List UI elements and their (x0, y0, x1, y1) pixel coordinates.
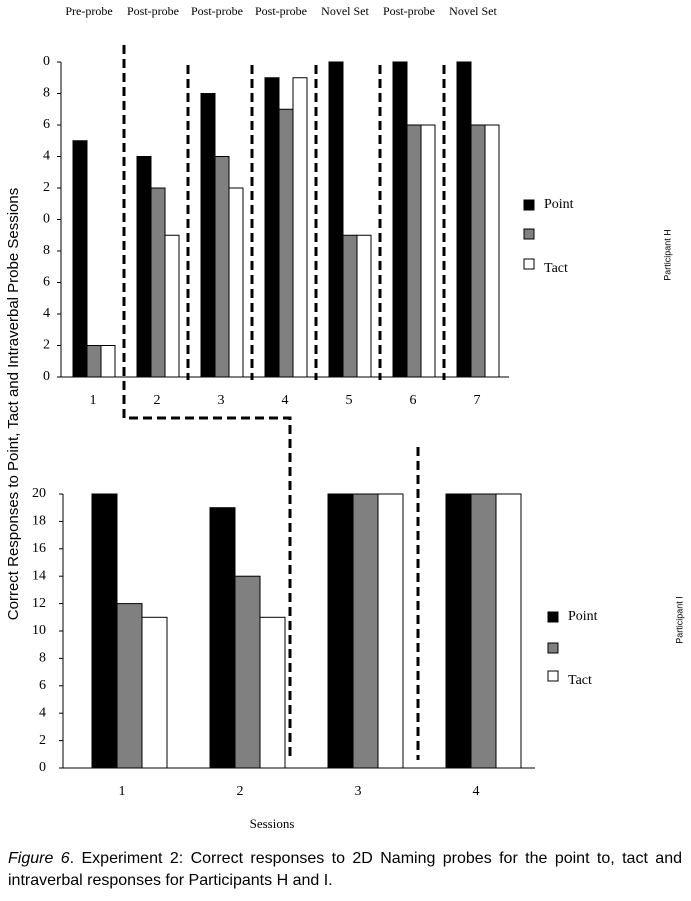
phase-label: Novel Set (449, 4, 497, 18)
x-tick-label: 7 (474, 393, 481, 408)
y-tick-label: 0 (43, 369, 50, 384)
x-tick-label: 2 (154, 393, 161, 408)
legend-label: Point (568, 609, 598, 624)
y-tick-label: 20 (32, 486, 46, 501)
bar (327, 493, 354, 769)
y-tick-label: 12 (32, 596, 46, 611)
y-tick-label: 16 (32, 541, 46, 556)
bar (470, 124, 486, 378)
y-tick-label: 6 (43, 275, 50, 290)
bar (141, 616, 168, 769)
phase-label: Post-probe (255, 4, 307, 18)
phase-label: Post-probe (127, 4, 179, 18)
y-tick-label: 0 (43, 212, 50, 227)
phase-label: Post-probe (383, 4, 435, 18)
y-tick-label: 2 (43, 180, 50, 195)
participant-label: Participant H (662, 229, 672, 281)
y-tick-label: 10 (32, 623, 46, 638)
bar (292, 77, 308, 378)
legend-swatch (523, 258, 535, 270)
x-tick-label: 5 (346, 393, 353, 408)
bar (264, 77, 280, 378)
bar (209, 507, 236, 769)
phase-line (122, 45, 292, 760)
x-tick-label: 4 (282, 393, 289, 408)
legend-swatch (523, 228, 535, 240)
y-tick-label: 8 (43, 86, 50, 101)
x-tick-label: 3 (355, 784, 362, 799)
y-tick-label: 2 (43, 338, 50, 353)
y-tick-label: 6 (43, 117, 50, 132)
legend-label: Tact (568, 673, 592, 688)
phase-label: Novel Set (321, 4, 369, 18)
x-tick-label: 4 (473, 784, 480, 799)
bar (352, 493, 379, 769)
bar (445, 493, 472, 769)
bar (328, 61, 344, 378)
y-tick-label: 0 (39, 760, 46, 775)
bar (100, 345, 116, 378)
y-tick-label: 8 (43, 243, 50, 258)
participant-label: Participant I (674, 596, 684, 644)
bar (278, 108, 294, 378)
x-tick-label: 1 (119, 784, 126, 799)
legend-label: Point (544, 197, 574, 212)
legend-swatch (547, 642, 559, 654)
bar (234, 575, 261, 769)
legend-label: Tact (544, 261, 568, 276)
caption-text: . Experiment 2: Correct responses to 2D … (8, 850, 682, 889)
bar (228, 187, 244, 378)
bar (116, 603, 143, 769)
legend-swatch (547, 670, 559, 682)
chart: Correct Responses to Point, Tact and Int… (5, 4, 684, 831)
bar (86, 345, 102, 378)
y-tick-label: 6 (39, 678, 46, 693)
bar (495, 493, 522, 769)
bar (470, 493, 497, 769)
y-tick-label: 14 (32, 568, 46, 583)
x-tick-label: 6 (410, 393, 417, 408)
legend-swatch (547, 611, 559, 623)
y-tick-label: 4 (39, 705, 46, 720)
y-tick-label: 2 (39, 733, 46, 748)
bar (72, 140, 88, 378)
y-tick-label: 18 (32, 514, 46, 529)
caption-label: Figure 6 (8, 850, 70, 867)
bar (392, 61, 408, 378)
y-tick-label: 4 (43, 306, 50, 321)
bar (484, 124, 500, 378)
bar (406, 124, 422, 378)
y-tick-label: 4 (43, 149, 50, 164)
bar (150, 187, 166, 378)
legend-swatch (523, 199, 535, 211)
bar (164, 234, 180, 378)
bar (377, 493, 404, 769)
x-tick-label: 1 (90, 393, 97, 408)
phase-label: Pre-probe (65, 4, 112, 18)
bar (420, 124, 436, 378)
phase-label: Post-probe (191, 4, 243, 18)
y-tick-label: 0 (43, 54, 50, 69)
x-axis-label: Sessions (250, 816, 295, 831)
caption: Figure 6. Experiment 2: Correct response… (8, 848, 682, 892)
y-tick-label: 8 (39, 651, 46, 666)
x-tick-label: 2 (237, 784, 244, 799)
bar (136, 156, 152, 378)
bar (259, 616, 286, 769)
x-tick-label: 3 (218, 393, 225, 408)
bar (214, 156, 230, 378)
bar (456, 61, 472, 378)
bar (200, 93, 216, 378)
bar (356, 234, 372, 378)
y-axis-label: Correct Responses to Point, Tact and Int… (5, 188, 22, 620)
bar (91, 493, 118, 769)
bar (342, 234, 358, 378)
